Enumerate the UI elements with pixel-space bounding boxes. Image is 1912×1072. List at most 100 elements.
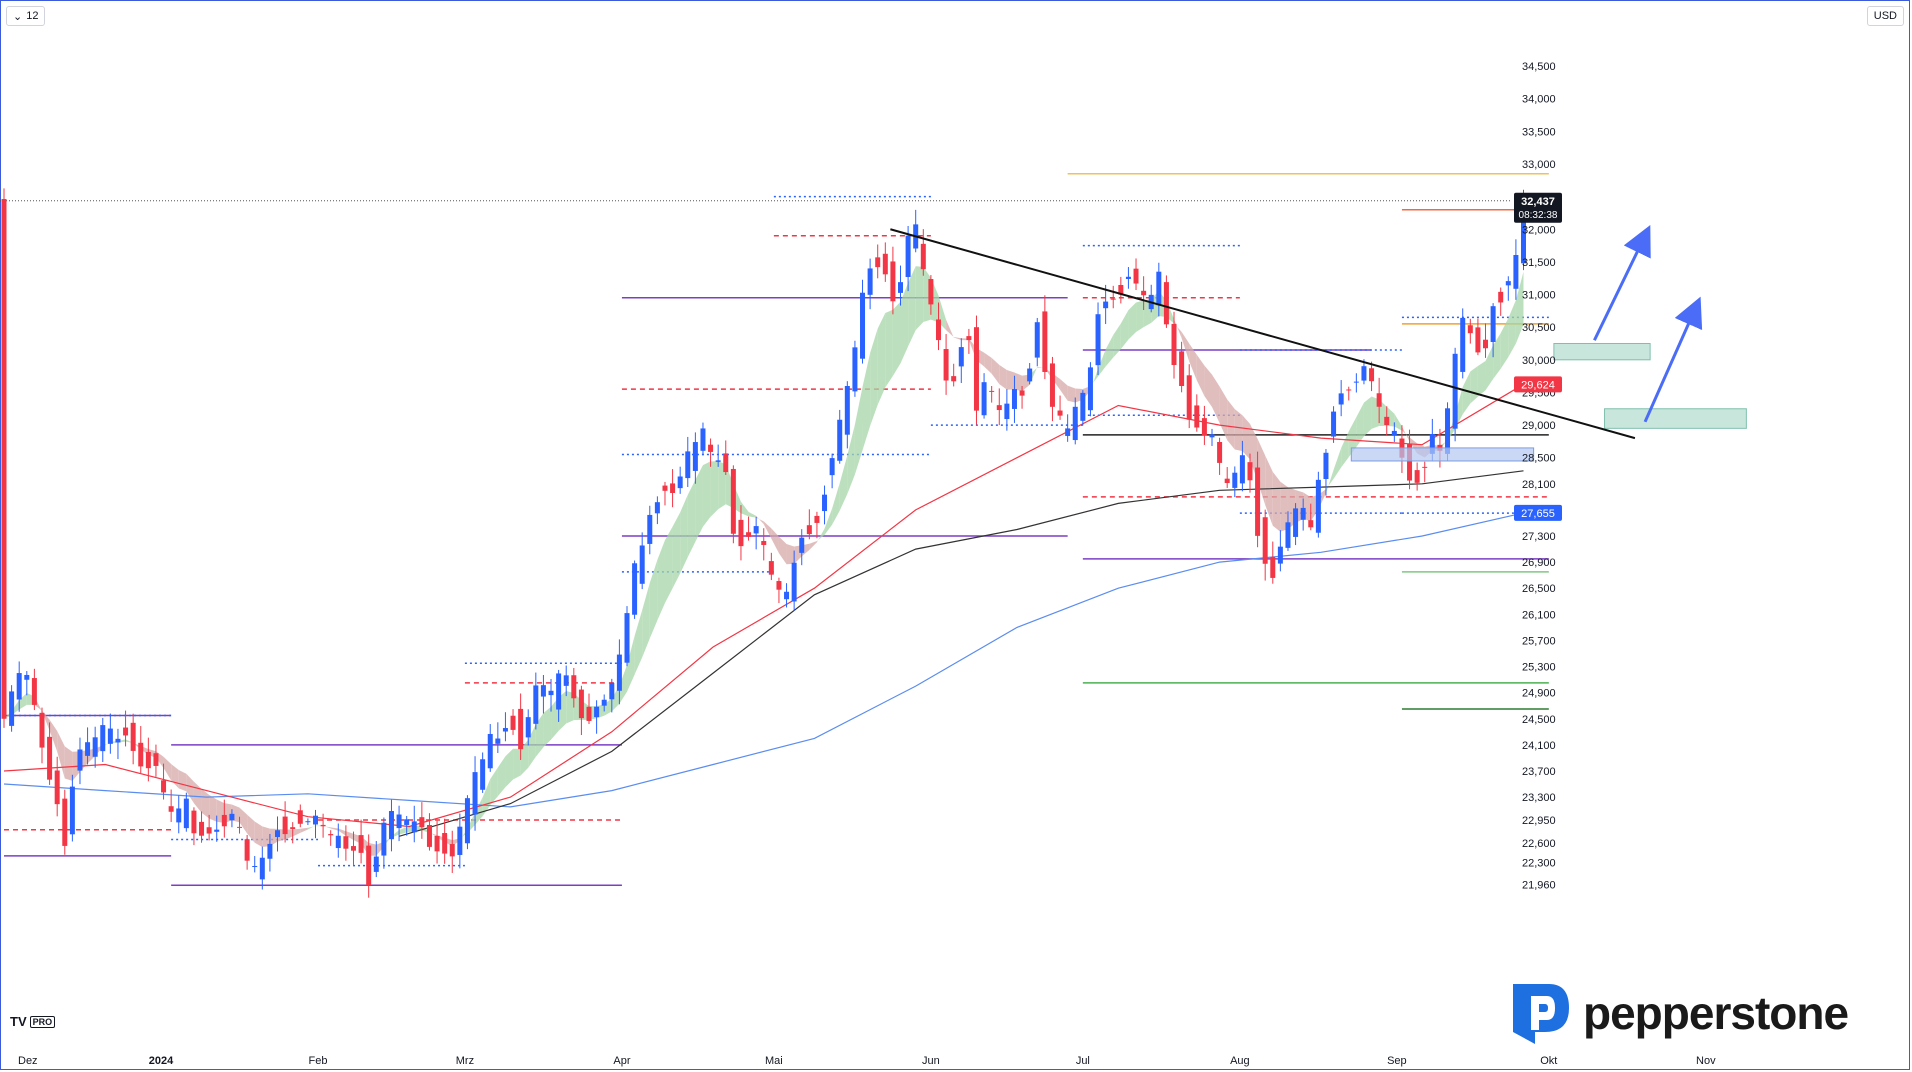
candle-body	[1247, 462, 1253, 481]
y-tick-label: 28,100	[1522, 479, 1556, 491]
cloud-segment	[824, 508, 833, 535]
candle-body	[966, 336, 972, 341]
cloud-segment	[1462, 371, 1471, 415]
currency-button[interactable]: USD	[1866, 6, 1904, 26]
price-tags: 32,437 08:32:38 29,624 27,655	[1514, 192, 1562, 521]
candle-body	[784, 591, 790, 600]
cloud-segment	[171, 764, 179, 789]
candle-body	[677, 476, 683, 489]
x-tick-label: Aug	[1230, 1055, 1250, 1067]
y-tick-label: 25,700	[1522, 635, 1556, 647]
candle-body	[1217, 441, 1223, 463]
candle-body	[464, 798, 470, 844]
cloud-segment	[664, 526, 673, 603]
candle-body	[350, 846, 356, 851]
candle-body	[92, 737, 98, 757]
candle-body	[837, 419, 843, 461]
demand-box	[1350, 447, 1535, 462]
candle-body	[1490, 306, 1496, 342]
candle-body	[138, 742, 144, 767]
candle-body	[951, 376, 957, 382]
candle-body	[1034, 322, 1040, 358]
up-arrow	[1593, 225, 1651, 341]
cloud-segment	[885, 309, 893, 388]
cloud-segment	[209, 794, 217, 822]
last-price-value: 32,437	[1521, 196, 1555, 208]
cloud-segment	[399, 826, 407, 835]
cloud-segment	[680, 494, 688, 574]
tradingview-logo[interactable]: TV PRO	[10, 1014, 56, 1029]
candle-body	[1103, 301, 1109, 309]
cloud-segment	[900, 282, 909, 364]
candle-body	[1338, 393, 1344, 405]
y-tick-label: 34,000	[1522, 94, 1556, 106]
candle-body	[472, 772, 478, 815]
candle-body	[16, 673, 22, 700]
cloud-segment	[490, 767, 498, 806]
cloud-segment	[1363, 396, 1372, 437]
cloud-segment	[816, 528, 825, 543]
candle-body	[639, 545, 645, 584]
candle-body	[1467, 325, 1473, 334]
candle-body	[1475, 327, 1481, 353]
candle-body	[62, 798, 68, 846]
candle-body	[396, 814, 402, 829]
cloud-segment	[513, 748, 521, 780]
candle-body	[1194, 405, 1200, 428]
candle-body	[624, 613, 630, 663]
candle-body	[1, 199, 7, 719]
candle-body	[47, 736, 53, 780]
cloud-segment	[672, 512, 681, 589]
candle-body	[282, 816, 288, 835]
candle-body	[328, 834, 334, 836]
candle-body	[1087, 367, 1093, 411]
y-tick-label: 25,300	[1522, 662, 1556, 674]
cloud-segment	[1234, 409, 1243, 452]
candle-body	[586, 706, 592, 721]
cloud-segment	[687, 479, 696, 558]
cloud-segment	[330, 827, 339, 831]
candle-body	[229, 813, 235, 821]
candle-body	[548, 690, 554, 696]
x-tick-label: Jul	[1076, 1055, 1090, 1067]
cloud-segment	[247, 814, 255, 843]
cloud-segment	[1493, 333, 1501, 380]
currency-label: USD	[1873, 10, 1897, 22]
y-tick-label: 24,100	[1522, 740, 1556, 752]
cloud-segment	[748, 511, 757, 518]
candle-body	[123, 727, 129, 736]
candle-body	[9, 691, 15, 726]
candle-body	[882, 253, 888, 275]
candle-body	[996, 405, 1002, 411]
cloud-segment	[832, 483, 840, 525]
candle-body	[130, 722, 136, 751]
cloud-segment	[771, 528, 779, 554]
candle-body	[1293, 508, 1299, 537]
cloud-segment	[528, 724, 536, 768]
cloud-segment	[908, 266, 916, 347]
candle-body	[221, 814, 227, 827]
candle-body	[898, 282, 904, 293]
cloud-segment	[809, 541, 817, 550]
candle-body	[206, 827, 212, 834]
cloud-segment	[1196, 354, 1205, 397]
candle-body	[31, 678, 37, 705]
y-tick-label: 30,500	[1522, 322, 1556, 334]
candle-body	[69, 786, 75, 835]
interval-dropdown[interactable]: ⌄ 12	[6, 6, 46, 26]
cloud-segment	[1348, 417, 1357, 458]
candle-body	[806, 525, 812, 535]
candle-body	[442, 832, 448, 854]
candle-body	[168, 806, 174, 812]
cloud-segment	[254, 821, 263, 847]
candle-body	[533, 685, 539, 724]
candle-body	[768, 561, 774, 575]
cloud-segment	[178, 769, 187, 792]
cloud-segment	[619, 665, 627, 704]
candle-body	[1460, 317, 1466, 372]
candle-body	[1300, 507, 1306, 520]
candle-body	[928, 279, 934, 305]
candle-body	[1498, 291, 1504, 303]
candle-body	[1004, 403, 1010, 420]
